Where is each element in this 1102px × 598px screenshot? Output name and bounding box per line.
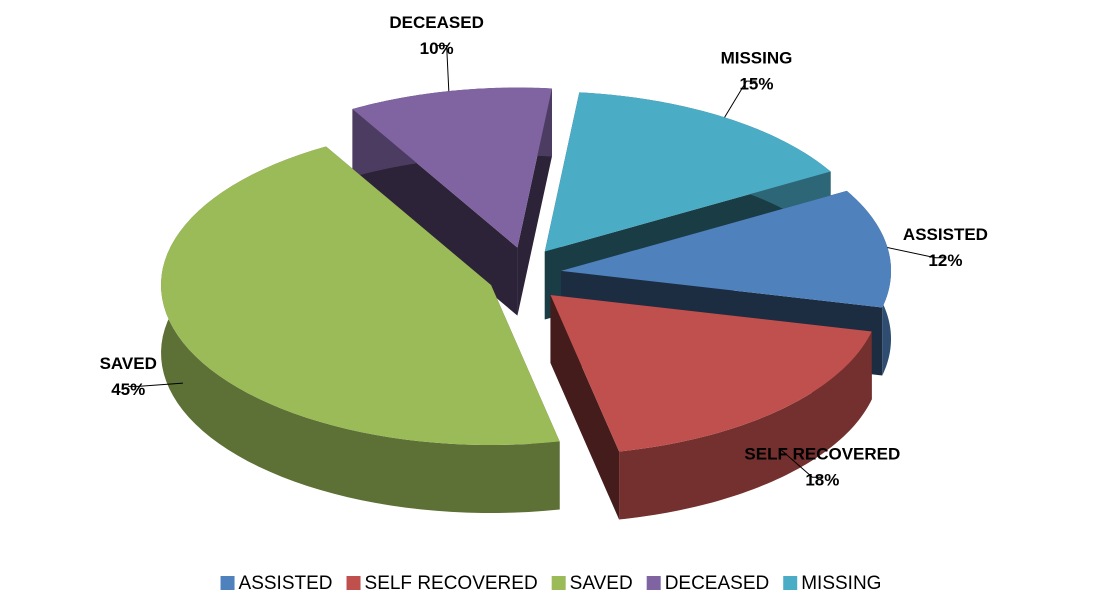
slice [550,295,872,452]
data-label-name: SELF RECOVERED [744,445,900,464]
legend: ASSISTED SELF RECOVERED SAVED DECEASED MISSI… [220,573,881,594]
legend-swatch [783,576,798,590]
leader-line [436,45,450,92]
legend-swatch [346,576,361,590]
slice-side [550,295,620,520]
data-label: 15% [739,75,773,94]
legend-swatch [220,576,235,590]
leader-line [887,247,946,259]
legend-label: SAVED [570,573,633,594]
legend-swatch [646,576,661,590]
leader-line [781,449,823,478]
data-label: 12% [928,251,962,270]
data-label: 18% [805,471,839,490]
data-label: 45% [111,380,145,399]
slice [161,146,560,445]
data-label-name: SAVED [100,354,157,373]
slice [561,190,892,308]
legend-label: ASSISTED [239,573,333,594]
slice [544,92,831,252]
legend-label: DECEASED [665,573,770,594]
data-label: 10% [420,39,454,58]
leader-line [128,382,183,387]
slice-wall [619,331,872,520]
slice [352,87,552,248]
data-label-name: MISSING [721,49,793,68]
legend-label: SELF RECOVERED [365,573,538,594]
leader-line [724,80,757,118]
legend-label: MISSING [801,573,881,594]
legend-swatch [551,576,566,590]
data-label-name: ASSISTED [903,225,988,244]
data-label-name: DECEASED [389,13,483,32]
